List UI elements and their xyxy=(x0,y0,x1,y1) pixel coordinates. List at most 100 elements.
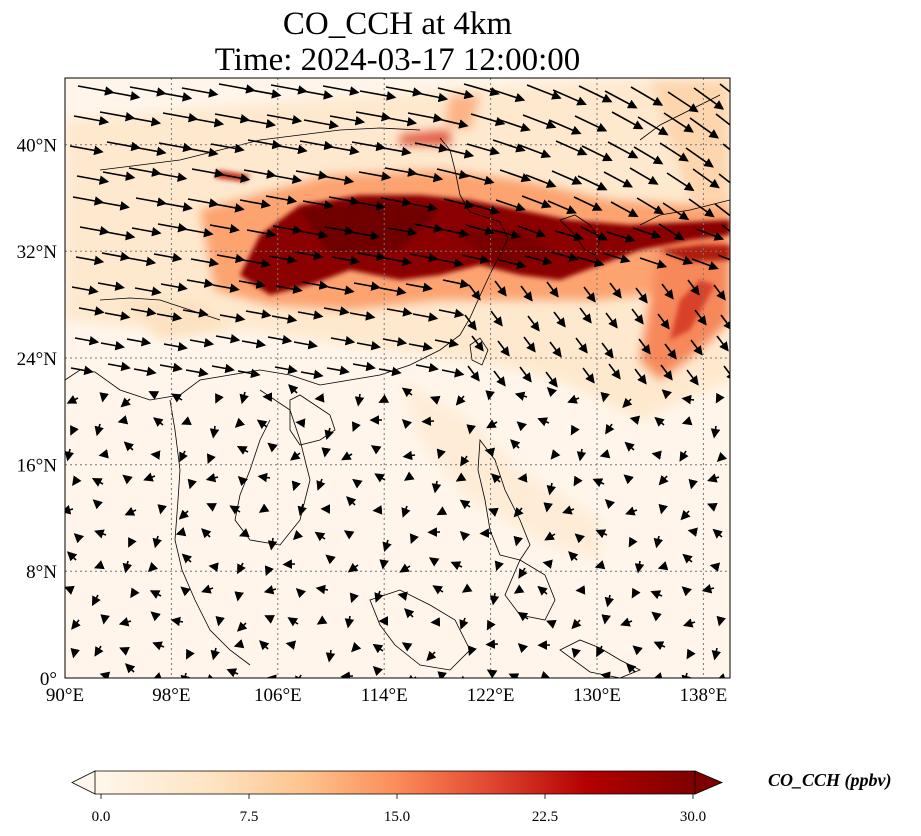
wind-arrow xyxy=(432,585,444,595)
wind-arrow xyxy=(188,117,225,128)
wind-arrow xyxy=(653,641,666,651)
wind-arrow xyxy=(151,672,163,678)
wind-arrow xyxy=(694,309,707,326)
wind-arrow xyxy=(237,368,261,379)
wind-arrow xyxy=(212,283,240,293)
lat-tick-label: 24°N xyxy=(17,349,58,370)
wind-arrow xyxy=(575,337,588,354)
wind-arrow xyxy=(689,117,720,139)
wind-arrow xyxy=(650,590,663,600)
wind-arrow xyxy=(378,366,402,377)
lon-tick-label: 114°E xyxy=(361,685,408,706)
wind-arrow xyxy=(215,393,224,404)
wind-arrow xyxy=(576,256,605,268)
wind-arrow xyxy=(126,336,152,347)
wind-arrow xyxy=(455,395,466,406)
wind-arrow xyxy=(350,230,381,241)
wind-arrow xyxy=(201,584,214,594)
wind-arrow xyxy=(329,115,366,126)
wind-arrow xyxy=(237,475,249,487)
wind-arrow xyxy=(295,418,306,428)
wind-arrow xyxy=(442,278,470,289)
wind-arrow xyxy=(100,614,110,625)
wind-arrow xyxy=(65,505,74,515)
wind-arrow xyxy=(185,367,209,378)
wind-arrow xyxy=(490,310,503,327)
wind-arrow xyxy=(687,279,700,296)
wind-arrow xyxy=(632,645,643,656)
wind-arrow xyxy=(663,112,694,133)
wind-arrow xyxy=(353,281,381,291)
wind-arrow xyxy=(548,119,582,135)
wind-arrow xyxy=(666,172,695,192)
wind-arrow xyxy=(438,308,465,318)
wind-arrow xyxy=(71,285,99,295)
wind-arrow xyxy=(654,416,665,427)
wind-arrow xyxy=(622,397,633,409)
wind-arrow xyxy=(178,509,190,520)
wind-arrow xyxy=(397,591,408,601)
wind-arrow xyxy=(436,506,448,516)
wind-arrow xyxy=(370,445,382,455)
wind-arrow xyxy=(576,448,587,462)
wind-arrow xyxy=(399,563,411,573)
wind-arrow xyxy=(461,583,473,593)
wind-arrow xyxy=(522,114,557,129)
wind-arrow xyxy=(443,198,475,210)
wind-arrow xyxy=(525,174,557,188)
wind-arrow xyxy=(492,139,526,153)
wind-arrow xyxy=(406,202,438,212)
wind-arrow xyxy=(65,585,75,595)
wind-arrow xyxy=(130,587,140,599)
wind-arrow xyxy=(303,119,339,130)
colorbar-title: CO_CCH (ppbv) xyxy=(768,770,892,790)
wind-arrow xyxy=(157,504,167,515)
wind-arrow xyxy=(687,527,699,537)
wind-arrow xyxy=(180,672,190,678)
wind-arrow xyxy=(300,369,324,380)
wind-arrow xyxy=(632,227,662,240)
wind-arrow xyxy=(517,642,529,654)
wind-arrow xyxy=(486,619,496,631)
wind-arrow xyxy=(266,114,303,125)
wind-arrow xyxy=(134,286,162,296)
wind-arrow xyxy=(402,450,416,461)
wind-arrow xyxy=(716,615,726,627)
wind-arrow xyxy=(499,169,532,183)
wind-arrow xyxy=(372,505,383,515)
wind-arrow xyxy=(99,671,111,678)
wind-arrow xyxy=(665,253,694,265)
wind-arrow xyxy=(691,258,719,271)
wind-arrow xyxy=(358,171,392,181)
wind-arrow xyxy=(602,252,631,264)
wind-arrow xyxy=(264,615,275,624)
wind-arrow xyxy=(314,531,326,542)
wind-arrow xyxy=(638,338,651,355)
wind-arrow xyxy=(234,417,246,428)
wind-arrow xyxy=(547,200,577,214)
wind-arrow xyxy=(510,439,521,450)
wind-arrow xyxy=(182,308,209,318)
wind-arrow xyxy=(637,116,669,136)
wind-arrow xyxy=(639,257,668,269)
wind-arrow xyxy=(152,641,165,651)
wind-arrow xyxy=(273,144,308,155)
wind-arrow xyxy=(517,611,529,622)
wind-arrow xyxy=(229,505,241,515)
wind-arrow xyxy=(571,618,582,630)
wind-arrow xyxy=(99,392,109,403)
wind-arrow xyxy=(237,562,246,575)
wind-arrow xyxy=(128,537,137,548)
wind-arrow xyxy=(160,282,188,292)
wind-arrow xyxy=(206,503,217,512)
wind-arrow xyxy=(607,141,639,159)
wind-arrow xyxy=(494,280,507,297)
wind-arrow xyxy=(631,587,641,599)
wind-arrow xyxy=(401,642,413,652)
wind-arrow xyxy=(150,450,161,460)
wind-arrow xyxy=(147,561,159,573)
wind-arrow xyxy=(491,229,522,240)
wind-arrow xyxy=(316,478,326,491)
wind-arrow xyxy=(97,281,125,291)
wind-arrow xyxy=(629,415,641,425)
